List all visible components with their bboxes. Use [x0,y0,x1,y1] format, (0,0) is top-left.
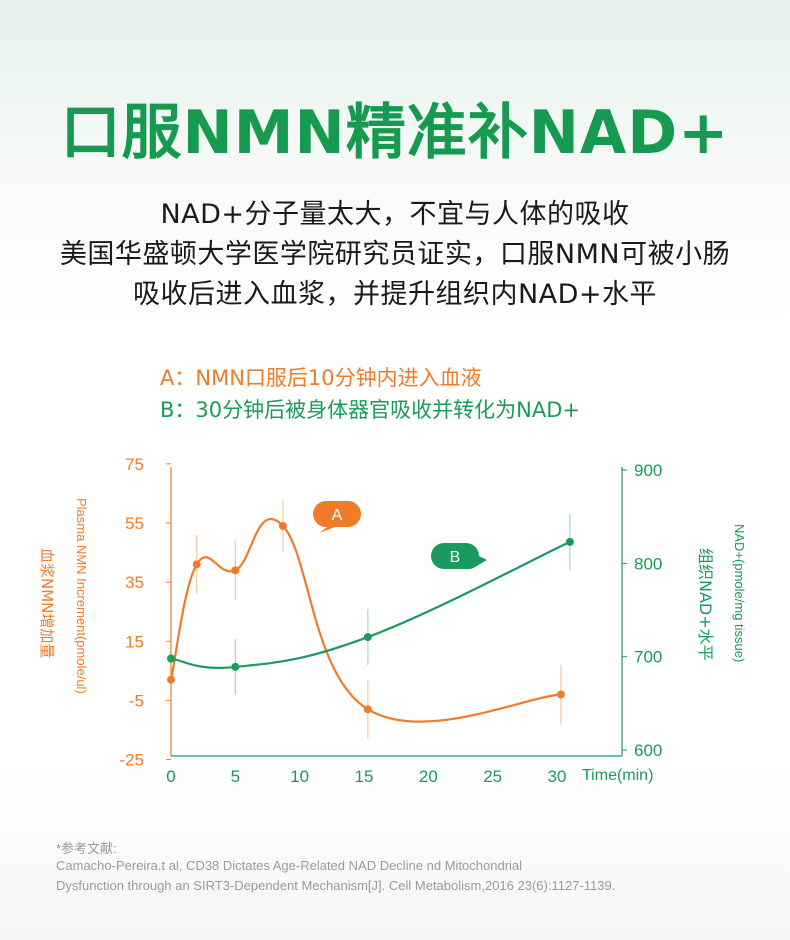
callout-b-label: B [450,549,461,566]
right-tick-label: 900 [634,461,662,480]
reference-label: *参考文献: [56,841,117,856]
left-tick-label: 55 [125,514,144,533]
right-tick-label: 800 [634,554,662,573]
left-axis-label-en: Plasma NMN Increment(pmole/ul) [74,498,89,694]
series-b-point [167,654,175,663]
series-a-point [278,521,287,530]
x-axis-label: Time(min) [582,767,653,784]
note-a: A：NMN口服后10分钟内进入血液 [160,366,482,390]
right-axis-label-cn: 组织NAD+水平 [696,548,715,661]
series-a-point [167,675,175,684]
subtitle-line-2: 美国华盛顿大学医学院研究员证实，口服NMN可被小肠 [59,239,731,270]
series-b-point [363,633,372,642]
series-a-line [169,517,561,723]
page-title: 口服NMN精准补NAD+ [60,98,730,168]
subtitle-line-3: 吸收后进入血浆，并提升组织内NAD+水平 [132,279,658,310]
callout-b-shape [431,543,487,570]
right-axis-label-en: NAD+(pmole/mg tissue) [732,524,747,662]
series-a-point [363,705,372,714]
series-a-point [192,560,201,569]
reference-line-1: Camacho-Pereira.t al, CD38 Dictates Age-… [56,858,523,873]
callout-a-shape [313,501,361,533]
series-b-point [565,537,574,546]
dual-axis-line-chart: 75 55 35 15 -5 -25 900 800 700 600 0 5 10 15 20 25 30 Tim… [38,455,747,786]
left-tick-label: -5 [129,691,144,710]
left-axis-label-cn: 血浆NMN增加量 [38,548,56,658]
x-tick-label: 10 [290,767,309,786]
left-tick-label: -25 [119,751,144,770]
left-tick-label: 75 [125,455,144,474]
series-b-point [231,662,240,671]
x-tick-label: 5 [231,767,240,786]
reference-line-2: Dysfunction through an SIRT3-Dependent M… [56,878,616,893]
x-tick-label: 15 [355,767,374,786]
x-tick-label: 0 [166,767,175,786]
right-tick-label: 700 [634,648,662,667]
callout-a-label: A [332,507,343,524]
subtitle-line-1: NAD+分子量太大，不宜与人体的吸收 [160,199,630,230]
note-b: B：30分钟后被身体器官吸收并转化为NAD+ [160,398,580,422]
x-tick-label: 20 [419,767,438,786]
x-tick-label: 30 [548,767,567,786]
right-tick-label: 600 [634,741,662,760]
series-a-point [231,566,240,575]
left-tick-label: 35 [125,573,144,592]
left-tick-label: 15 [125,632,144,651]
x-tick-label: 25 [483,767,502,786]
series-b-line [170,540,571,669]
series-a-point [556,690,565,699]
